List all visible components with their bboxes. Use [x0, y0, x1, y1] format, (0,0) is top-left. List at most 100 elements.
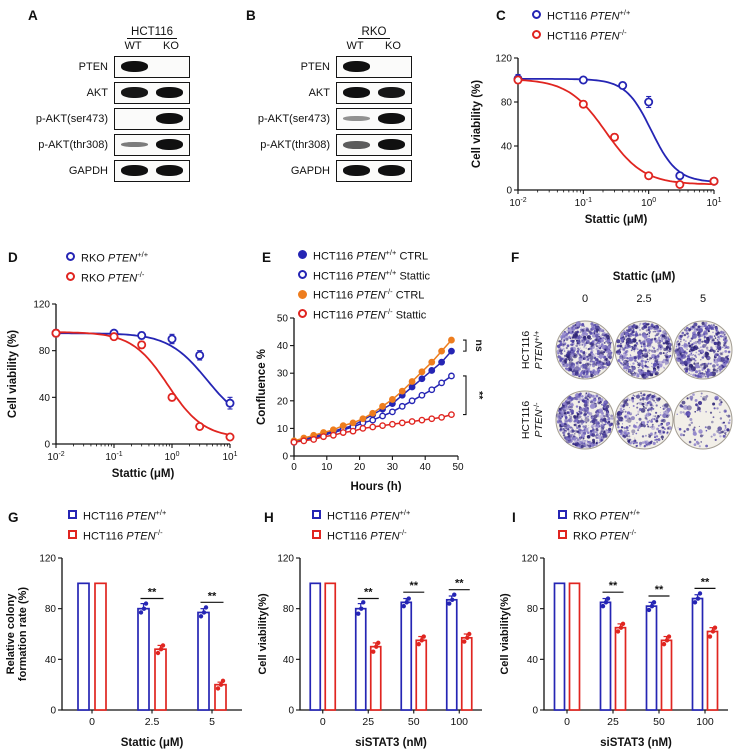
colony-well-r0c1 [614, 320, 674, 380]
blot-lane-box [336, 82, 412, 104]
legend-item: HCT116 PTEN+/+ [532, 6, 630, 24]
svg-text:0: 0 [44, 440, 50, 451]
bar [614, 626, 627, 711]
data-point [448, 347, 455, 355]
blot-lane-box [336, 134, 412, 156]
data-point [438, 347, 446, 355]
bar [660, 639, 673, 711]
svg-text:**: ** [655, 584, 664, 596]
data-point [388, 396, 396, 403]
legend-label: HCT116 PTEN-/- [547, 27, 627, 43]
replicate-dot [401, 603, 406, 609]
protein-band [120, 61, 149, 72]
svg-text:Stattic (μM): Stattic (μM) [112, 468, 175, 480]
bar [460, 636, 473, 711]
protein-label: GAPDH [68, 165, 108, 177]
data-point [675, 179, 685, 189]
svg-text:**: ** [701, 576, 710, 588]
panel-a-letter: A [28, 8, 38, 23]
panel-b-letter: B [246, 8, 256, 23]
data-point [428, 415, 436, 423]
data-point [513, 75, 523, 85]
data-point [369, 416, 377, 424]
data-point [339, 422, 347, 430]
replicate-dot [467, 631, 472, 637]
data-point [408, 378, 416, 385]
blot-row: AKT [10, 82, 190, 104]
data-point [379, 412, 386, 420]
svg-text:10: 10 [321, 462, 333, 473]
protein-band [120, 87, 149, 98]
data-point [195, 350, 205, 360]
legend-item: HCT116 PTEN+/+ CTRL [298, 246, 430, 264]
open-square-marker [68, 529, 77, 539]
svg-text:2.5: 2.5 [145, 716, 160, 728]
svg-text:0: 0 [291, 462, 297, 473]
panel-d: D RKO PTEN+/+ RKO PTEN-/- 0 40 80 120 10-2 10-… [2, 244, 250, 500]
bar [309, 582, 322, 711]
svg-text:**: ** [455, 578, 464, 590]
data-point [644, 171, 654, 181]
data-point [438, 358, 446, 366]
svg-text:25: 25 [362, 716, 374, 728]
western-blot-rko: RKO WT KO PTEN AKT p-AKT(ser473) p-AKT(thr308)… [232, 26, 412, 186]
data-point [137, 340, 147, 350]
svg-text:**: ** [208, 590, 217, 602]
protein-label: GAPDH [290, 165, 330, 177]
data-point [225, 398, 235, 408]
blot-header: HCT116 WT KO [10, 26, 190, 52]
blot-lane-box [114, 56, 190, 78]
svg-text:120: 120 [277, 554, 294, 565]
svg-text:formation rate (%): formation rate (%) [17, 587, 29, 681]
legend-item: RKO PTEN+/+ [66, 248, 148, 266]
protein-band [155, 113, 184, 124]
blot-row: p-AKT(thr308) [232, 134, 412, 156]
replicate-dot [220, 678, 226, 684]
svg-text:120: 120 [39, 554, 56, 565]
data-point [349, 419, 357, 427]
panel-g-letter: G [8, 510, 19, 525]
data-point [137, 331, 147, 341]
panel-d-letter: D [8, 250, 18, 265]
legend-item: HCT116 PTEN-/- [312, 526, 410, 544]
cell-line-label: RKO [357, 26, 391, 39]
replicate-dot [450, 597, 455, 602]
panel-i-legend: RKO PTEN+/+ RKO PTEN-/- [558, 506, 640, 543]
svg-text:40: 40 [501, 142, 513, 153]
replicate-dot [356, 611, 361, 616]
panel-i: I RKO PTEN+/+ RKO PTEN-/- 0 40 80 120 0 25 50 10… [492, 498, 738, 754]
replicate-dot [138, 610, 144, 615]
bar [691, 597, 704, 711]
legend-item: HCT116 PTEN-/- CTRL [298, 285, 430, 303]
svg-text:Hours (h): Hours (h) [350, 481, 401, 492]
data-point [398, 402, 406, 410]
svg-text:10-2: 10-2 [509, 197, 526, 209]
blot-lane-box [336, 160, 412, 182]
data-point [418, 416, 426, 424]
svg-text:siSTAT3 (nM): siSTAT3 (nM) [600, 737, 672, 749]
series-line [293, 375, 452, 443]
bar [568, 582, 581, 711]
bar [154, 648, 167, 711]
legend-label: HCT116 PTEN+/+ [547, 8, 631, 23]
data-point [388, 420, 396, 428]
data-point [644, 97, 654, 107]
colony-well-r1c1 [614, 390, 674, 450]
svg-text:40: 40 [420, 462, 432, 473]
protein-band [120, 142, 149, 147]
protein-band [377, 87, 406, 98]
svg-text:0: 0 [564, 716, 570, 728]
lane-labels: WT KO [114, 40, 190, 52]
bar [706, 630, 719, 711]
svg-text:50: 50 [408, 716, 420, 728]
well-row-label: HCT116 [520, 401, 532, 439]
bar [94, 582, 107, 711]
svg-text:100: 100 [696, 716, 714, 728]
data-point [167, 334, 177, 344]
protein-label: p-AKT(thr308) [260, 139, 330, 151]
protein-band [377, 139, 406, 150]
svg-text:Stattic (μM): Stattic (μM) [585, 214, 648, 226]
data-point [408, 418, 416, 425]
data-point [195, 421, 205, 431]
bar [137, 607, 150, 711]
